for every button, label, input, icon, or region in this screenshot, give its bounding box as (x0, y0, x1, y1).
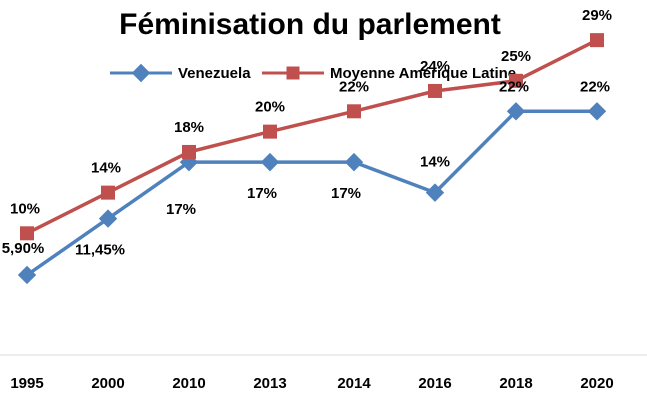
series-venezuela (17, 102, 607, 285)
data-label-venezuela-2014: 17% (331, 185, 361, 202)
data-label-venezuela-2013: 17% (247, 185, 277, 202)
data-label-venezuela-2000: 11,45% (75, 242, 125, 259)
legend-item-moyenne[interactable]: Moyenne Amérique Latine (262, 65, 516, 82)
point-moyenne-2010[interactable] (182, 144, 196, 159)
point-moyenne-2016[interactable] (428, 83, 442, 98)
x-tick-label-2000: 2000 (91, 375, 124, 392)
x-tick-label-2014: 2014 (337, 375, 371, 392)
data-label-venezuela-2018: 22% (499, 78, 529, 95)
x-tick-label-2010: 2010 (172, 375, 205, 392)
point-moyenne-2020[interactable] (590, 33, 604, 48)
point-venezuela-2020[interactable] (587, 102, 607, 121)
data-label-venezuela-2016: 14% (420, 154, 450, 171)
data-label-moyenne-2010: 18% (174, 119, 204, 136)
chart-title: Féminisation du parlement (119, 8, 501, 41)
data-label-moyenne-2016: 24% (420, 58, 450, 75)
data-label-venezuela-2010: 17% (166, 201, 196, 218)
x-tick-label-2013: 2013 (253, 375, 286, 392)
x-tick-label-2016: 2016 (418, 375, 451, 392)
legend-marker-venezuela (131, 63, 151, 83)
series-line-moyenne (26, 38, 598, 235)
point-venezuela-2014[interactable] (344, 152, 364, 172)
data-label-venezuela-1995: 5,90% (2, 240, 45, 257)
data-label-moyenne-2018: 25% (501, 48, 531, 65)
series-moyenne (20, 33, 604, 241)
legend-item-venezuela[interactable]: Venezuela (110, 63, 251, 83)
legend-marker-moyenne (286, 66, 300, 80)
point-moyenne-1995[interactable] (20, 226, 34, 241)
data-label-moyenne-1995: 10% (10, 200, 40, 217)
x-axis: 1995 2000 2010 2013 2014 2016 2018 2020 (10, 375, 613, 392)
point-moyenne-2000[interactable] (101, 185, 115, 200)
x-tick-label-2018: 2018 (499, 375, 532, 392)
data-labels-venezuela: 5,90% 11,45% 17% 17% 17% 14% 22% 22% (2, 78, 610, 258)
point-venezuela-2013[interactable] (260, 152, 280, 172)
data-label-moyenne-2014: 22% (339, 78, 369, 95)
series-line-venezuela (26, 109, 597, 277)
point-venezuela-2000[interactable] (98, 209, 118, 228)
data-label-moyenne-2013: 20% (255, 99, 285, 116)
point-venezuela-2016[interactable] (425, 183, 445, 202)
data-label-venezuela-2020: 22% (580, 78, 610, 95)
data-label-moyenne-2000: 14% (91, 160, 121, 177)
x-tick-label-2020: 2020 (580, 375, 613, 392)
data-labels-moyenne: 10% 14% 18% 20% 22% 24% 25% 29% (10, 7, 612, 217)
point-moyenne-2018[interactable] (509, 73, 523, 88)
x-tick-label-1995: 1995 (10, 375, 43, 392)
legend: Venezuela Moyenne Amérique Latine (110, 63, 516, 83)
point-moyenne-2014[interactable] (347, 104, 361, 119)
point-venezuela-1995[interactable] (17, 265, 37, 285)
data-label-moyenne-2020: 29% (582, 7, 612, 24)
legend-label-moyenne: Moyenne Amérique Latine (330, 65, 516, 82)
legend-label-venezuela: Venezuela (178, 65, 251, 82)
point-moyenne-2013[interactable] (263, 124, 277, 139)
